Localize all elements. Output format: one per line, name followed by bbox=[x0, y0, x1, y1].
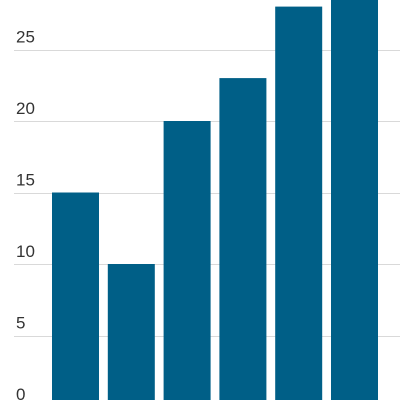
bar-2 bbox=[107, 264, 155, 400]
y-tick-label-5: 5 bbox=[16, 314, 25, 333]
y-tick-label-15: 15 bbox=[16, 171, 35, 190]
y-tick-label-10: 10 bbox=[16, 242, 35, 261]
bar-3 bbox=[163, 121, 211, 400]
bar-4 bbox=[219, 78, 267, 400]
bar-6 bbox=[331, 0, 378, 400]
bars bbox=[52, 0, 378, 400]
y-tick-label-0: 0 bbox=[16, 385, 25, 400]
bar-5 bbox=[275, 6, 323, 400]
y-axis-tick-labels: 0 5 10 15 20 25 bbox=[16, 28, 35, 400]
y-tick-label-25: 25 bbox=[16, 28, 35, 47]
bar-1 bbox=[52, 192, 99, 400]
y-tick-label-20: 20 bbox=[16, 99, 35, 118]
